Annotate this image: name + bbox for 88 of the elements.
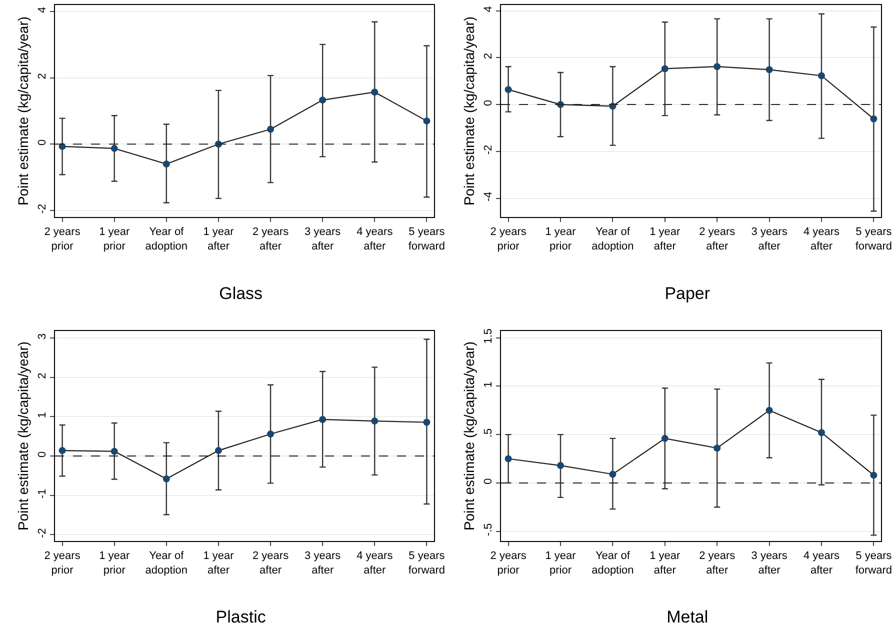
point <box>58 447 66 454</box>
text: Glass <box>219 284 263 303</box>
x-tick-label: 2 years prior <box>44 550 81 576</box>
y-axis-title: Point estimate (kg/capita/year) <box>461 341 478 531</box>
point <box>766 406 773 414</box>
x-tick-label: 5 years forward <box>408 550 446 576</box>
x-tick-label: 4 years after <box>356 226 394 252</box>
y-tick-label: .5 <box>482 428 495 438</box>
point <box>371 418 378 425</box>
point <box>818 429 825 436</box>
y-tick-label: 1 <box>36 412 49 418</box>
x-tick-label: Year of adoption <box>592 550 634 576</box>
x-tick-label: 1 year prior <box>545 550 576 576</box>
point <box>504 455 512 462</box>
x-tick-label: 2 years prior <box>44 226 81 252</box>
x-tick-label: 1 year after <box>650 550 681 576</box>
x-tick-label: 2 years after <box>252 226 290 252</box>
y-tick-label: 0 <box>482 100 495 106</box>
y-tick-label: -1 <box>36 488 49 499</box>
y-tick-label: 4 <box>36 6 49 14</box>
point <box>267 430 274 438</box>
x-tick-label: 3 years after <box>304 550 342 576</box>
x-tick-label: 3 years after <box>304 226 342 252</box>
y-tick-label: 4 <box>482 6 495 12</box>
y-tick-label: 0 <box>36 139 49 146</box>
point <box>818 72 825 80</box>
point <box>766 66 773 74</box>
point <box>661 434 668 442</box>
y-axis-title: Point estimate (kg/capita/year) <box>15 341 32 531</box>
x-tick-label: Year of adoption <box>145 550 188 576</box>
point <box>214 447 222 454</box>
x-tick-label: 3 years after <box>751 550 788 576</box>
x-tick-label: 4 years after <box>356 550 394 576</box>
y-tick-label: -.5 <box>482 523 495 536</box>
point <box>714 63 721 70</box>
point <box>423 418 430 426</box>
x-tick-label: Year of adoption <box>145 226 188 252</box>
x-tick-label: 1 year prior <box>99 226 130 252</box>
point <box>714 444 721 452</box>
point <box>371 88 378 96</box>
y-tick-label: -2 <box>36 528 49 538</box>
x-tick-label: Year of adoption <box>592 226 634 252</box>
x-tick-label: 1 year after <box>650 226 681 252</box>
point <box>423 117 430 124</box>
x-tick-label: 1 year prior <box>99 550 130 576</box>
y-tick-label: -2 <box>36 204 49 214</box>
point <box>110 144 118 152</box>
y-tick-label: 2 <box>482 52 495 60</box>
point <box>609 470 616 478</box>
x-tick-label: 5 years forward <box>408 226 446 252</box>
x-tick-label: 2 years after <box>252 550 290 576</box>
x-tick-label: 5 years forward <box>855 550 892 576</box>
y-tick-label: -2 <box>482 144 495 155</box>
y-tick-label: 0 <box>36 451 49 458</box>
x-tick-label: 2 years after <box>699 226 736 252</box>
point <box>162 160 170 168</box>
text: Metal <box>666 608 708 627</box>
x-tick-label: 2 years prior <box>490 226 527 252</box>
text: Paper <box>664 284 710 303</box>
x-tick-label: 1 year prior <box>545 226 576 252</box>
point <box>870 115 878 122</box>
y-tick-label: 2 <box>36 372 49 379</box>
y-tick-label: 1.5 <box>482 328 495 344</box>
y-tick-label: -4 <box>482 192 495 202</box>
y-axis-title: Point estimate (kg/capita/year) <box>15 16 32 206</box>
x-tick-label: 3 years after <box>751 226 788 252</box>
x-tick-label: 4 years after <box>803 550 840 576</box>
point <box>557 462 564 470</box>
x-tick-label: 2 years after <box>699 550 736 576</box>
text: Plastic <box>216 608 266 627</box>
x-tick-label: 1 year after <box>203 550 234 576</box>
y-tick-label: 2 <box>36 73 49 80</box>
y-tick-label: 0 <box>482 478 495 484</box>
point <box>162 475 170 482</box>
point <box>319 416 326 423</box>
point <box>319 96 326 104</box>
x-tick-label: 4 years after <box>803 226 840 252</box>
y-axis-title: Point estimate (kg/capita/year) <box>461 16 478 206</box>
x-tick-label: 1 year after <box>203 226 234 252</box>
point <box>504 86 512 94</box>
point <box>870 472 878 479</box>
point <box>110 448 118 455</box>
y-tick-label: 1 <box>482 381 495 388</box>
x-tick-label: 5 years forward <box>855 226 892 252</box>
point <box>267 126 274 133</box>
y-tick-label: 3 <box>36 333 49 340</box>
x-tick-label: 2 years prior <box>490 550 527 576</box>
point <box>661 65 668 72</box>
